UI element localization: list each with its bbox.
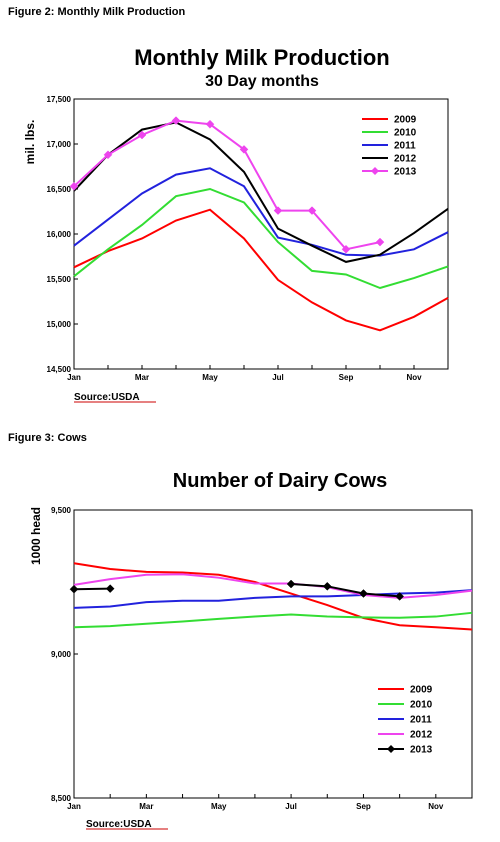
data-point-2013	[137, 130, 147, 140]
y-tick-label: 9,500	[51, 506, 72, 515]
y-tick-label: 16,000	[47, 230, 72, 239]
x-tick-label: May	[202, 373, 218, 382]
figure-3-label: Figure 3: Cows	[8, 432, 87, 444]
y-axis-label: mil. lbs.	[23, 120, 37, 165]
series-line-2009	[73, 562, 473, 631]
y-tick-label: 16,500	[47, 185, 72, 194]
data-point-2013	[205, 119, 215, 129]
legend-label-2011: 2011	[410, 715, 432, 726]
data-point-2013	[105, 584, 115, 593]
x-tick-label: Jul	[272, 373, 284, 382]
legend-label-2011: 2011	[394, 141, 416, 152]
legend-marker-2013	[371, 167, 379, 175]
legend-label-2010: 2010	[394, 128, 417, 139]
legend-label-2009: 2009	[394, 115, 417, 126]
series-line-2011	[73, 589, 473, 609]
data-point-2013	[395, 592, 404, 601]
source-note: Source:USDA	[74, 392, 140, 403]
dairy-cows-chart: Number of Dairy Cows 8,500 9,000 9,500 Jan Ma…	[29, 470, 473, 830]
x-tick-label: Jul	[285, 802, 297, 811]
legend-label-2013: 2013	[410, 745, 433, 756]
x-tick-label: Sep	[339, 373, 354, 382]
series-line-2013	[291, 583, 400, 598]
y-tick-label: 15,500	[47, 275, 72, 284]
data-point-2013	[286, 579, 296, 589]
data-point-2013	[359, 589, 368, 598]
y-tick-label: 17,500	[47, 95, 72, 104]
x-tick-label: Jan	[67, 373, 81, 382]
legend-label-2009: 2009	[410, 685, 433, 696]
data-point-2013	[375, 237, 385, 247]
series-line-2012	[73, 573, 473, 599]
chart-title: Number of Dairy Cows	[173, 470, 387, 492]
source-note: Source:USDA	[86, 819, 152, 830]
series-line-2011	[73, 167, 449, 257]
x-tick-label: Nov	[428, 802, 444, 811]
series-line-2009	[73, 208, 449, 332]
legend-label-2012: 2012	[394, 154, 417, 165]
x-tick-label: Sep	[356, 802, 371, 811]
series-line-2010	[73, 611, 473, 629]
data-point-2013	[239, 145, 249, 154]
legend-label-2013: 2013	[394, 167, 417, 178]
x-tick-label: Mar	[135, 373, 149, 382]
data-point-2013	[307, 206, 317, 215]
legend-marker-2013	[387, 745, 395, 753]
x-tick-label: Mar	[139, 802, 153, 811]
milk-production-chart: Monthly Milk Production 30 Day months 14,5…	[23, 45, 449, 403]
series-line-2013	[73, 119, 381, 251]
series-line-2010	[73, 187, 449, 290]
y-tick-label: 9,000	[51, 650, 72, 659]
x-tick-label: May	[211, 802, 227, 811]
legend-label-2012: 2012	[410, 730, 433, 741]
y-tick-label: 17,000	[47, 140, 72, 149]
data-point-2013	[69, 584, 79, 594]
legend-label-2010: 2010	[410, 700, 433, 711]
x-tick-label: Jan	[67, 802, 81, 811]
data-point-2013	[273, 206, 283, 215]
chart-title: Monthly Milk Production	[134, 45, 389, 70]
data-point-2013	[103, 150, 113, 160]
data-point-2013	[341, 244, 351, 254]
y-tick-label: 14,500	[47, 365, 72, 374]
data-point-2013	[69, 181, 79, 191]
y-tick-label: 15,000	[47, 320, 72, 329]
y-tick-label: 8,500	[51, 794, 72, 803]
data-point-2013	[171, 116, 181, 125]
series-line-2012	[73, 121, 449, 263]
figure-2-label: Figure 2: Monthly Milk Production	[8, 6, 186, 18]
chart-subtitle: 30 Day months	[205, 73, 319, 90]
y-axis-label: 1000 head	[29, 507, 43, 565]
x-tick-label: Nov	[406, 373, 422, 382]
data-point-2013	[322, 581, 332, 591]
series-line-2013	[73, 587, 111, 591]
